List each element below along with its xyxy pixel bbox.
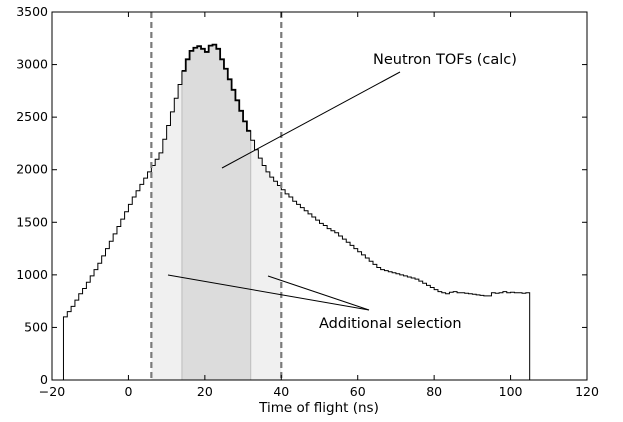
annotation-additional: Additional selection <box>167 274 462 332</box>
annotation-additional-arrow-right <box>267 275 370 311</box>
histogram-outline <box>62 44 531 380</box>
annotation-neutron: Neutron TOFs (calc) <box>221 52 517 169</box>
x-tick-label-5: 80 <box>426 384 442 399</box>
y-tick-label-4: 2000 <box>16 162 48 177</box>
axis-ticks: −20 0 20 40 60 80 100 1200500100015002000250030… <box>16 4 599 399</box>
y-tick-label-0: 0 <box>40 372 48 387</box>
y-tick-label-6: 3000 <box>16 57 48 72</box>
x-tick-label-4: 60 <box>350 384 366 399</box>
annotation-additional-arrow-left <box>167 274 370 311</box>
annotation-neutron-label: Neutron TOFs (calc) <box>373 52 517 68</box>
neutron-tof-region <box>181 44 251 380</box>
x-tick-label-6: 100 <box>499 384 523 399</box>
x-tick-label-3: 40 <box>273 384 289 399</box>
annotation-additional-label: Additional selection <box>319 316 462 332</box>
y-tick-label-5: 2500 <box>16 109 48 124</box>
histogram-series <box>62 43 531 380</box>
y-tick-label-1: 500 <box>24 319 48 334</box>
selection-lines <box>150 12 283 380</box>
plot-frame <box>51 11 588 381</box>
x-tick-label-0: −20 <box>39 384 65 399</box>
annotation-neutron-arrow <box>221 71 401 169</box>
y-tick-label-2: 1000 <box>16 267 48 282</box>
x-tick-label-1: 0 <box>124 384 132 399</box>
x-tick-label-7: 120 <box>575 384 599 399</box>
additional-selection-region-1 <box>250 140 282 380</box>
y-tick-label-7: 3500 <box>16 4 48 19</box>
x-axis-label: Time of flight (ns) <box>258 400 379 416</box>
x-tick-label-2: 20 <box>197 384 213 399</box>
neutron-tof-outline <box>181 43 251 132</box>
selection-fills <box>151 44 282 380</box>
y-tick-label-3: 1500 <box>16 214 48 229</box>
